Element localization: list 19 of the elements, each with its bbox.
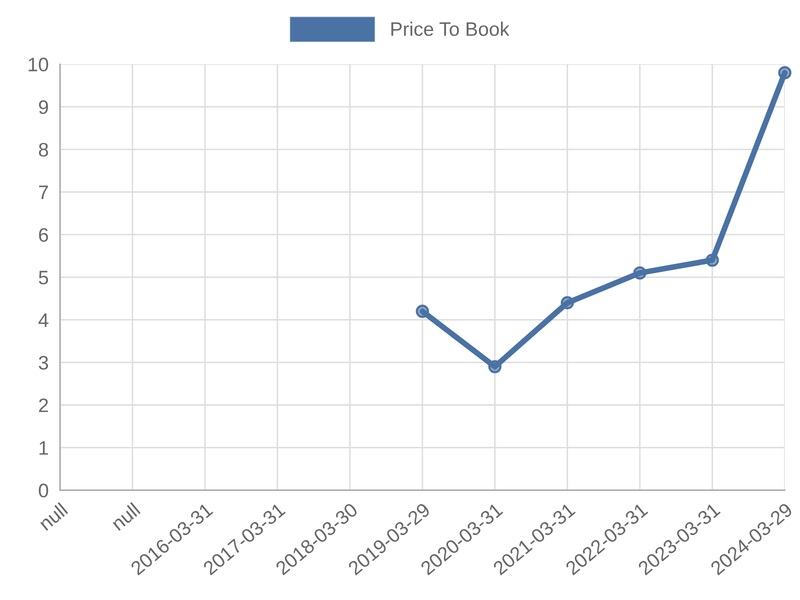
y-tick-label: 7	[39, 186, 48, 200]
y-tick-label: 0	[38, 484, 48, 498]
y-tick-label: 1	[40, 441, 48, 455]
point	[633, 266, 646, 280]
point	[488, 360, 502, 374]
y-tick-label: 5	[38, 270, 48, 284]
point	[416, 304, 429, 318]
point	[560, 296, 574, 310]
legend-label: Price To Book	[391, 22, 510, 36]
point	[778, 66, 792, 80]
y-tick-label: 10	[28, 58, 48, 72]
y-tick-label: 3	[38, 356, 48, 370]
y-tick-label: 2	[39, 398, 48, 412]
y-tick-label: 6	[39, 228, 48, 242]
y-tick-label: 8	[38, 142, 48, 157]
y-tick-label: 4	[38, 313, 48, 327]
x-tick-label: null	[38, 502, 68, 531]
y-tick-label: 9	[38, 100, 48, 114]
point	[706, 254, 719, 267]
